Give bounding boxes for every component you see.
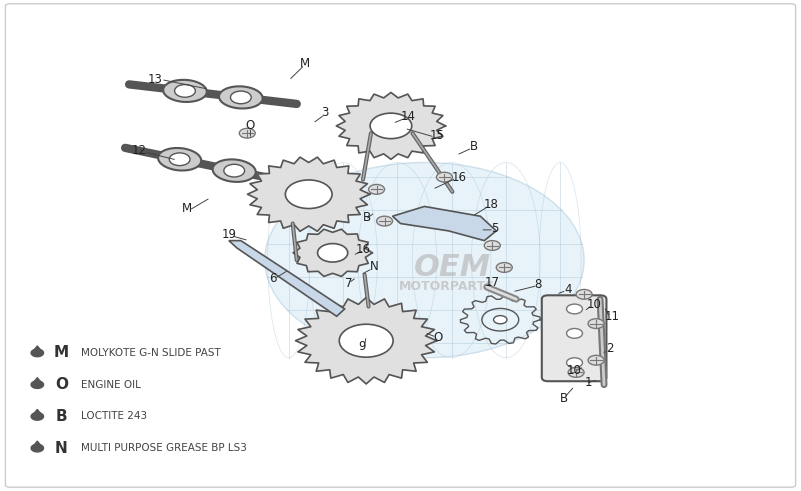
Text: 18: 18 xyxy=(483,197,498,211)
Text: 19: 19 xyxy=(221,228,236,241)
Text: ENGINE OIL: ENGINE OIL xyxy=(81,380,141,390)
Text: 17: 17 xyxy=(485,275,500,289)
Circle shape xyxy=(169,153,190,165)
Text: MULTI PURPOSE GREASE BP LS3: MULTI PURPOSE GREASE BP LS3 xyxy=(81,443,247,453)
Polygon shape xyxy=(31,381,43,388)
Circle shape xyxy=(485,241,501,250)
Polygon shape xyxy=(34,378,41,382)
Polygon shape xyxy=(293,229,372,276)
Text: N: N xyxy=(55,440,67,456)
Text: 10: 10 xyxy=(586,298,601,311)
Text: 2: 2 xyxy=(606,342,614,355)
Text: B: B xyxy=(470,140,478,153)
Circle shape xyxy=(588,319,604,328)
Circle shape xyxy=(566,304,582,314)
Circle shape xyxy=(376,216,392,226)
Polygon shape xyxy=(296,298,437,384)
Circle shape xyxy=(588,355,604,365)
Circle shape xyxy=(175,84,195,97)
Text: 14: 14 xyxy=(401,110,416,123)
Circle shape xyxy=(437,172,453,182)
Text: N: N xyxy=(370,261,379,273)
Text: B: B xyxy=(55,409,67,424)
Text: 11: 11 xyxy=(605,310,619,323)
Circle shape xyxy=(239,128,256,138)
Text: 9: 9 xyxy=(358,340,366,353)
Polygon shape xyxy=(31,349,43,357)
Ellipse shape xyxy=(212,160,256,182)
Text: 13: 13 xyxy=(147,73,162,86)
Text: 15: 15 xyxy=(430,129,445,142)
Text: 16: 16 xyxy=(451,171,466,184)
Text: 16: 16 xyxy=(356,243,371,256)
Polygon shape xyxy=(34,441,41,445)
Text: M: M xyxy=(54,345,69,360)
Text: MOTORPARTS: MOTORPARTS xyxy=(399,280,495,294)
Text: LOCTITE 243: LOCTITE 243 xyxy=(81,411,147,421)
Polygon shape xyxy=(248,157,370,231)
Text: O: O xyxy=(54,377,68,392)
Polygon shape xyxy=(31,412,43,420)
Ellipse shape xyxy=(158,148,201,170)
Circle shape xyxy=(223,164,244,177)
Circle shape xyxy=(265,163,584,358)
Text: 6: 6 xyxy=(269,272,276,285)
Polygon shape xyxy=(229,241,344,316)
Text: 10: 10 xyxy=(566,364,582,378)
Ellipse shape xyxy=(163,80,207,102)
Circle shape xyxy=(568,368,584,377)
Polygon shape xyxy=(34,346,41,351)
Circle shape xyxy=(566,358,582,368)
Text: MOLYKOTE G-N SLIDE PAST: MOLYKOTE G-N SLIDE PAST xyxy=(81,348,221,358)
Text: OEM: OEM xyxy=(414,253,491,282)
Text: 7: 7 xyxy=(345,276,352,290)
Text: O: O xyxy=(246,119,255,133)
Text: M: M xyxy=(300,57,310,70)
Text: 12: 12 xyxy=(131,144,147,157)
Text: B: B xyxy=(363,211,371,224)
Circle shape xyxy=(368,185,384,194)
Circle shape xyxy=(340,324,393,357)
Circle shape xyxy=(566,328,582,338)
Circle shape xyxy=(285,180,332,209)
Circle shape xyxy=(576,289,592,299)
Circle shape xyxy=(370,113,412,138)
Polygon shape xyxy=(336,92,445,159)
Ellipse shape xyxy=(219,86,263,109)
Text: 5: 5 xyxy=(491,222,498,235)
Circle shape xyxy=(493,316,507,324)
Text: 3: 3 xyxy=(321,106,328,119)
Text: O: O xyxy=(433,331,443,344)
Polygon shape xyxy=(34,409,41,414)
Text: M: M xyxy=(183,202,192,216)
Text: 8: 8 xyxy=(534,278,541,291)
Polygon shape xyxy=(392,206,497,241)
Text: 1: 1 xyxy=(585,376,592,389)
Circle shape xyxy=(231,91,252,104)
Text: B: B xyxy=(560,392,568,405)
FancyBboxPatch shape xyxy=(541,295,606,381)
Polygon shape xyxy=(31,444,43,452)
Circle shape xyxy=(317,244,348,262)
Text: 4: 4 xyxy=(565,283,572,296)
Circle shape xyxy=(497,263,513,273)
